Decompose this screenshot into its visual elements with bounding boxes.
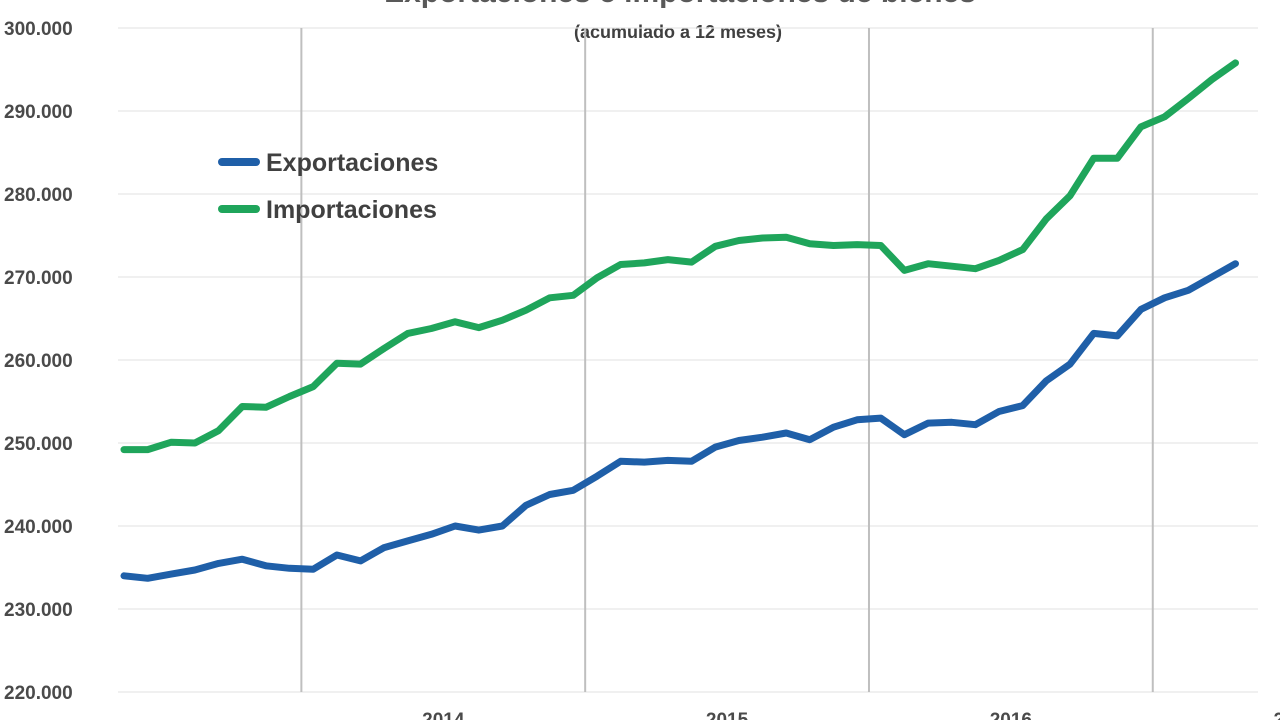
y-axis-ticks: 220.000 230.000 240.000 250.000 260.000 270.0… <box>4 19 73 704</box>
legend-label: Exportaciones <box>266 149 438 177</box>
x-year-label: 2014 <box>422 710 465 720</box>
y-tick-label: 290.000 <box>4 102 73 123</box>
chart-title: Exportaciones e importaciones de bienes <box>384 0 976 9</box>
y-tick-label: 260.000 <box>4 351 73 372</box>
y-tick-label: 270.000 <box>4 268 73 289</box>
legend: Exportaciones Importaciones <box>218 149 438 224</box>
x-year-label: 2015 <box>706 710 749 720</box>
chart-subtitle: (acumulado a 12 meses) <box>574 22 782 42</box>
x-year-label: 2016 <box>990 710 1032 720</box>
year-separators <box>300 28 1154 692</box>
x-axis-year-labels: 2014 2015 2016 2017 <box>422 710 1280 720</box>
y-tick-label: 280.000 <box>4 185 73 206</box>
x-year-label: 2017 <box>1274 710 1280 720</box>
y-tick-label: 300.000 <box>4 19 73 40</box>
y-tick-label: 230.000 <box>4 600 73 621</box>
series-line-importaciones <box>120 59 1239 454</box>
y-tick-label: 220.000 <box>4 683 73 704</box>
y-tick-label: 240.000 <box>4 517 73 538</box>
series-line-exportaciones <box>120 260 1239 582</box>
legend-label: Importaciones <box>266 196 437 224</box>
gridlines <box>118 27 1258 693</box>
series-lines <box>120 59 1239 582</box>
y-tick-label: 250.000 <box>4 434 73 455</box>
